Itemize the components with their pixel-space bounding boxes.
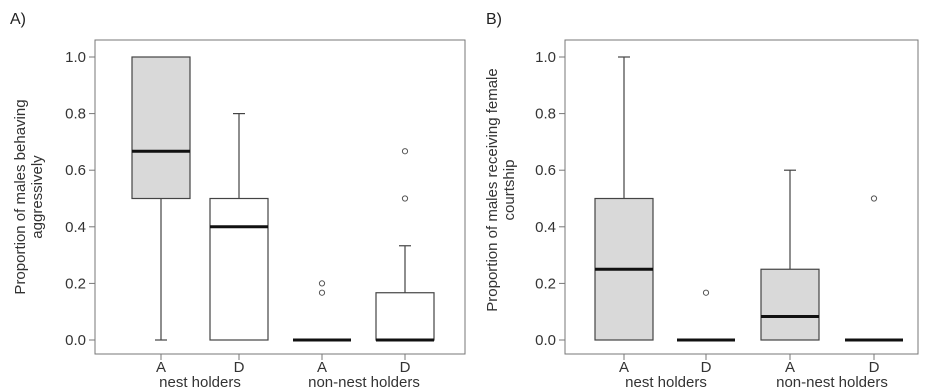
panel-a: A) Proportion of males behaving aggressi… <box>10 11 466 391</box>
panel-b-plot-frame <box>564 39 919 355</box>
panel-b: B) Proportion of males receiving female … <box>484 11 919 391</box>
panel-b-box <box>760 268 820 341</box>
panel-b-marks: 0.0 0.2 0.4 0.6 0.8 1.0 A D A D <box>535 49 903 376</box>
panel-a-category-label: D <box>234 359 245 376</box>
panel-b-outlier-point <box>870 195 878 202</box>
panel-a-box <box>375 292 435 341</box>
panel-a-ytick-label: 0.2 <box>65 275 86 292</box>
panel-b-ylabel-line2: courtship <box>501 160 518 221</box>
panel-a-group-label-non-nest-holders: non-nest holders <box>308 374 420 391</box>
panel-b-ytick-label: 0.4 <box>535 219 556 236</box>
panel-b-ytick-label: 0.2 <box>535 275 556 292</box>
panel-a-ylabel-line2: aggressively <box>29 155 46 239</box>
panel-a-ylabel-line1: Proportion of males behaving <box>12 99 29 294</box>
panel-a-plot-frame <box>94 39 466 355</box>
panel-a-ytick-label: 0.4 <box>65 219 86 236</box>
panel-a-category-label: A <box>156 359 166 376</box>
panel-a-box <box>131 56 191 200</box>
panel-a-category-label: A <box>317 359 327 376</box>
panel-a-ytick-label: 1.0 <box>65 49 86 66</box>
panel-a-label: A) <box>10 11 26 28</box>
panel-b-outlier-point <box>702 289 710 296</box>
panel-a-ytick-label: 0.6 <box>65 162 86 179</box>
panel-b-category-label: A <box>619 359 629 376</box>
panel-a-marks: 0.0 0.2 0.4 0.6 0.8 1.0 A D A D <box>65 49 435 376</box>
panel-a-box <box>209 197 269 341</box>
panel-b-category-label: A <box>785 359 795 376</box>
panel-b-ytick-label: 0.0 <box>535 332 556 349</box>
panel-a-group-label-nest-holders: nest holders <box>159 374 241 391</box>
panel-a-ytick-label: 0.8 <box>65 106 86 123</box>
panel-b-ytick-label: 1.0 <box>535 49 556 66</box>
panel-a-ytick-label: 0.0 <box>65 332 86 349</box>
panel-b-category-label: D <box>869 359 880 376</box>
panel-b-ytick-label: 0.6 <box>535 162 556 179</box>
panel-b-category-label: D <box>701 359 712 376</box>
panel-a-outlier-point <box>318 289 326 296</box>
panel-a-outlier-point <box>401 148 409 155</box>
panel-a-outlier-point <box>401 195 409 202</box>
panel-b-group-label-nest-holders: nest holders <box>625 374 707 391</box>
panel-b-ylabel-line1: Proportion of males receiving female <box>484 68 501 311</box>
panel-b-group-label-non-nest-holders: non-nest holders <box>776 374 888 391</box>
panel-a-category-label: D <box>400 359 411 376</box>
panel-a-outlier-point <box>318 280 326 287</box>
panel-b-ytick-label: 0.8 <box>535 106 556 123</box>
panel-b-label: B) <box>486 11 502 28</box>
